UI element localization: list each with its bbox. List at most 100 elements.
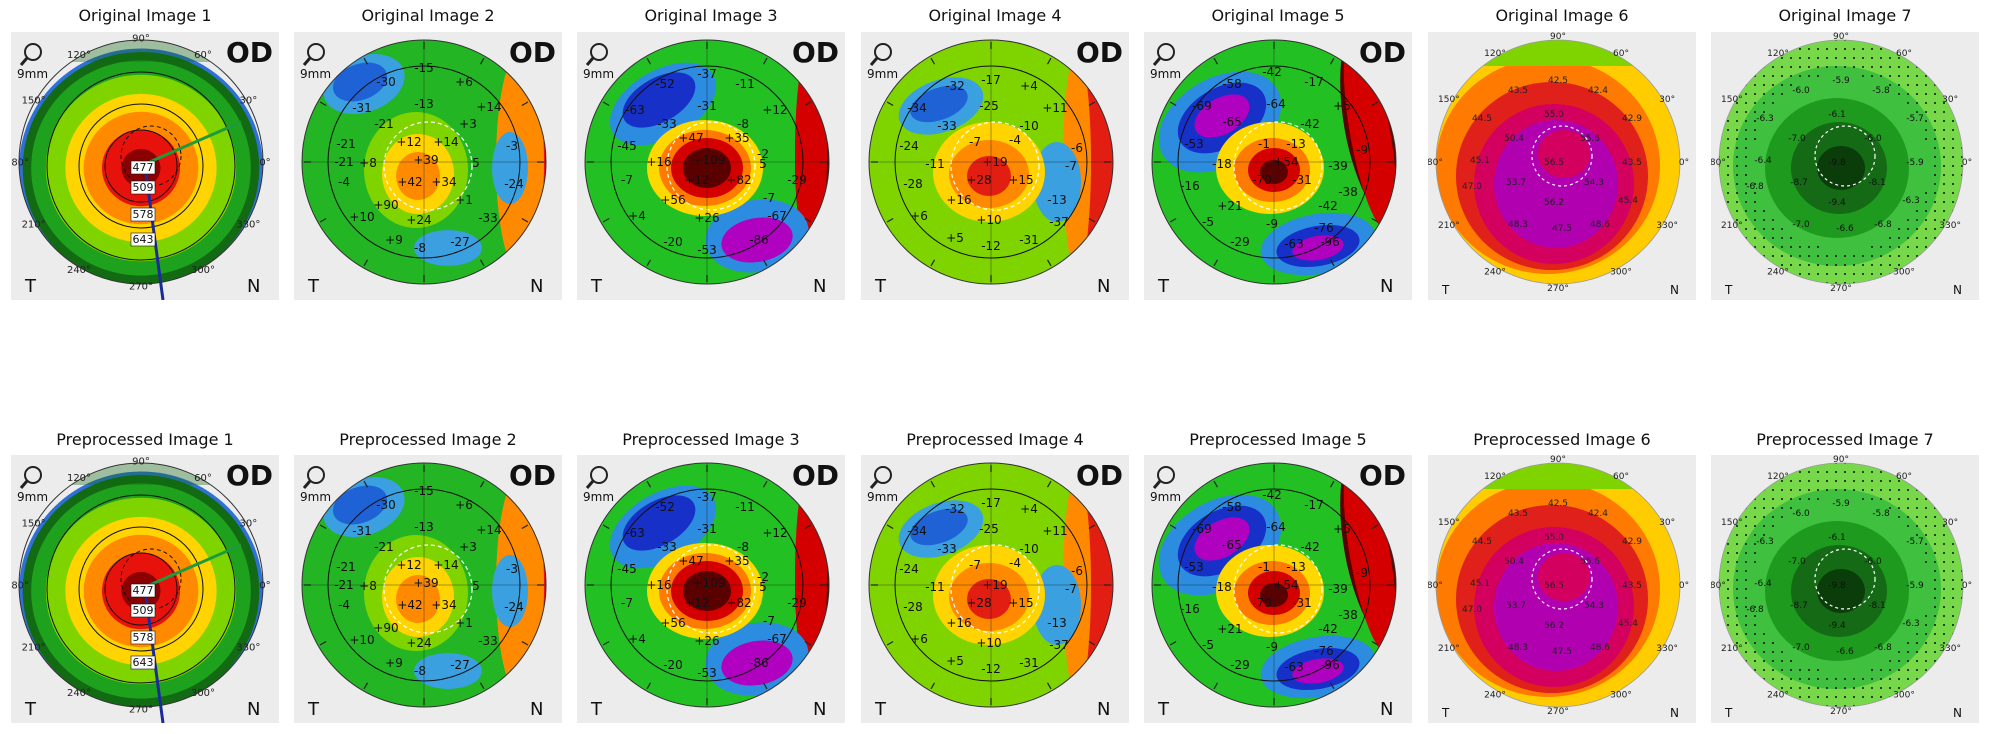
- eye-label: OD: [1076, 459, 1123, 492]
- map-value: -6.3: [1756, 114, 1774, 124]
- corneal-map-image: -42-58 -17-69 -64 +5-65 -42-53 -1 -13 -9-18 +54-…: [1150, 36, 1406, 297]
- map-value: -1: [1258, 137, 1270, 151]
- degree-label: 270°: [1830, 284, 1852, 294]
- degree-label: 240°: [67, 688, 91, 699]
- map-value: -52: [655, 500, 675, 514]
- map-value: -65: [1222, 538, 1242, 552]
- map-value: -2: [757, 570, 769, 584]
- elevation-band: [721, 640, 793, 686]
- corneal-map-image: 90° 120° 150° 180° 210° 240° 270° 300° 330° 0° 30°…: [1711, 455, 1972, 720]
- map-value: +16: [646, 155, 671, 169]
- map-value: -17: [981, 73, 1001, 87]
- scale-label: 9mm: [867, 67, 898, 81]
- map-value: 47.5: [1552, 224, 1572, 234]
- map-value: -64: [1266, 97, 1286, 111]
- scale-label: 9mm: [17, 490, 48, 504]
- map-value: -6.8: [1874, 220, 1892, 230]
- map-value: -6.8: [1746, 182, 1764, 192]
- map-value: -6.3: [1902, 619, 1920, 629]
- map-value: +39: [413, 153, 438, 167]
- axis-line: [144, 543, 242, 589]
- map-value: 47.0: [1462, 605, 1482, 615]
- corneal-map-image: 90° 120° 150° 180° 210° 240° 270° 300° 330° 0° 30°…: [1428, 455, 1689, 720]
- map-value: 43.5: [1622, 581, 1642, 591]
- map-value: -7.0: [1792, 643, 1810, 653]
- map-value: +19: [982, 578, 1007, 592]
- map-value: -20: [663, 658, 683, 672]
- map-value: +10: [976, 636, 1001, 650]
- map-value: +9: [385, 233, 403, 247]
- map-value: 42.9: [1622, 537, 1642, 547]
- map-value: -17: [981, 496, 1001, 510]
- degree-label: 30°: [240, 96, 258, 107]
- map-value: +54: [1273, 155, 1298, 169]
- map-value: +26: [694, 634, 719, 648]
- map-value: -37: [1049, 215, 1069, 229]
- map-value: -32: [945, 502, 965, 516]
- nasal-label: N: [1380, 699, 1393, 720]
- map-value: -29: [787, 596, 807, 610]
- map-value: +9: [385, 656, 403, 670]
- magnifier-icon: [19, 466, 42, 489]
- map-value: 48.6: [1590, 220, 1610, 230]
- map-value: 5: [759, 580, 767, 594]
- map-value: -34: [907, 524, 927, 538]
- degree-labels: 90° 120° 150° 180° 210° 240° 270° 300° 330° 0° 30°…: [11, 34, 271, 293]
- map-value: 42.9: [1622, 114, 1642, 124]
- map-value: -5.7: [1906, 114, 1924, 124]
- map-value: -25: [979, 522, 999, 536]
- map-value: -37: [1049, 638, 1069, 652]
- map-value: -8: [414, 241, 426, 255]
- corneal-map-image: -42-58 -17-69 -64 +5-65 -42-53 -1 -13 -9-18 +54-…: [1150, 459, 1406, 720]
- map-value: +10: [349, 633, 374, 647]
- map-value: -6.0: [1792, 86, 1810, 96]
- nasal-label: N: [1670, 706, 1679, 720]
- map-value: -13: [414, 97, 434, 111]
- map-value: 55.6: [1580, 557, 1600, 567]
- map-value: 56.5: [1544, 158, 1564, 168]
- map-value: -7: [763, 191, 775, 205]
- map-value: 43.5: [1622, 158, 1642, 168]
- panel-title: Preprocessed Image 2: [339, 430, 517, 449]
- map-value: +11: [1042, 101, 1067, 115]
- map-value: -16: [1180, 602, 1200, 616]
- map-value: -42: [1262, 488, 1282, 502]
- map-value: -28: [903, 600, 923, 614]
- map-value: -42: [1318, 199, 1338, 213]
- map-value: +6: [455, 75, 473, 89]
- map-value: -6.8: [1746, 605, 1764, 615]
- value-labels: -42-58 -17-69 -64 +5-65 -42-53 -1 -13 -9-18 +54-…: [1180, 65, 1368, 251]
- map-value: -20: [663, 235, 683, 249]
- map-value: +56: [660, 193, 685, 207]
- map-value: -13: [1047, 193, 1067, 207]
- degree-label: 270°: [1830, 707, 1852, 717]
- map-value: -4: [338, 175, 350, 189]
- corneal-map-image: -37 -52 -11 -63 -31 +12 -33 -8 -45 +47 +35 -2 +16 +10…: [583, 36, 839, 297]
- degree-label: 180°: [1711, 581, 1726, 591]
- degree-label: 180°: [11, 158, 29, 169]
- corneal-image: 90° 120° 150° 180° 210° 240° 270° 300° 330° 0° 30°…: [1428, 455, 1696, 723]
- map-value: -42: [1318, 622, 1338, 636]
- map-value: -5.9: [1906, 581, 1924, 591]
- map-value: 42.5: [1548, 76, 1568, 86]
- map-value: -18: [1212, 157, 1232, 171]
- map-value: -63: [1284, 237, 1304, 251]
- elevation-band: [910, 85, 968, 123]
- magnifier-icon: [19, 43, 42, 66]
- map-value: -69: [1192, 522, 1212, 536]
- map-value: +8: [359, 156, 377, 170]
- map-value: 50.4: [1504, 557, 1524, 567]
- map-value: -76: [1314, 221, 1334, 235]
- value-labels: -37 -52 -11 -63 -31 +12 -33 -8 -45 +47 +35 -2 +16 +10…: [617, 67, 807, 257]
- degree-label: 120°: [1767, 472, 1789, 482]
- map-value: -7: [1065, 159, 1077, 173]
- degree-label: 30°: [240, 519, 258, 530]
- map-value: -4: [1009, 133, 1021, 147]
- map-value: +1: [455, 193, 473, 207]
- elevation-band: [1343, 463, 1396, 654]
- panel-title: Original Image 1: [78, 6, 212, 25]
- map-value: -31: [697, 522, 717, 536]
- map-value: 50.4: [1504, 134, 1524, 144]
- map-value: -11: [735, 77, 755, 91]
- map-value: -65: [1222, 115, 1242, 129]
